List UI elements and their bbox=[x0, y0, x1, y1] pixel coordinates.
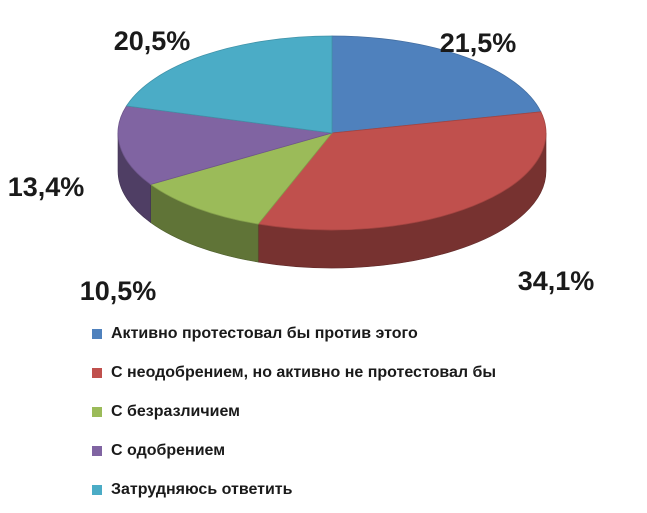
legend-label: С безразличием bbox=[111, 402, 240, 420]
data-label-3: 10,5% bbox=[80, 276, 157, 306]
legend-swatch bbox=[92, 367, 102, 378]
legend-item-4: С одобрением bbox=[92, 435, 496, 466]
pie-slice-2 bbox=[257, 111, 547, 231]
data-label-4: 13,4% bbox=[8, 172, 85, 202]
legend-swatch bbox=[92, 484, 102, 495]
data-label-1: 21,5% bbox=[440, 28, 517, 58]
data-label-2: 34,1% bbox=[518, 266, 595, 296]
legend-item-2: С неодобрением, но активно не протестова… bbox=[92, 357, 496, 388]
legend-label: С одобрением bbox=[111, 441, 226, 459]
pie-slice-5 bbox=[125, 35, 333, 134]
legend-swatch bbox=[92, 445, 102, 456]
legend-label: С неодобрением, но активно не протестова… bbox=[111, 363, 497, 381]
legend-swatch bbox=[92, 406, 102, 417]
legend-label: Затрудняюсь ответить bbox=[111, 480, 293, 498]
legend-item-1: Активно протестовал бы против этого bbox=[92, 318, 496, 349]
legend-swatch bbox=[92, 328, 102, 339]
pie-slice-3 bbox=[149, 132, 334, 225]
data-label-5: 20,5% bbox=[114, 26, 191, 56]
pie-plot: 21,5% 34,1% 10,5% 13,4% 20,5% bbox=[8, 26, 595, 306]
legend-item-3: С безразличием bbox=[92, 396, 496, 427]
chart-legend: Активно протестовал бы против этого С нео… bbox=[92, 318, 496, 513]
pie-slice-4 bbox=[117, 105, 333, 185]
legend-label: Активно протестовал бы против этого bbox=[111, 324, 418, 342]
pie-slice-1 bbox=[331, 35, 542, 134]
pie-side-walls bbox=[117, 132, 547, 269]
legend-item-5: Затрудняюсь ответить bbox=[92, 474, 496, 505]
